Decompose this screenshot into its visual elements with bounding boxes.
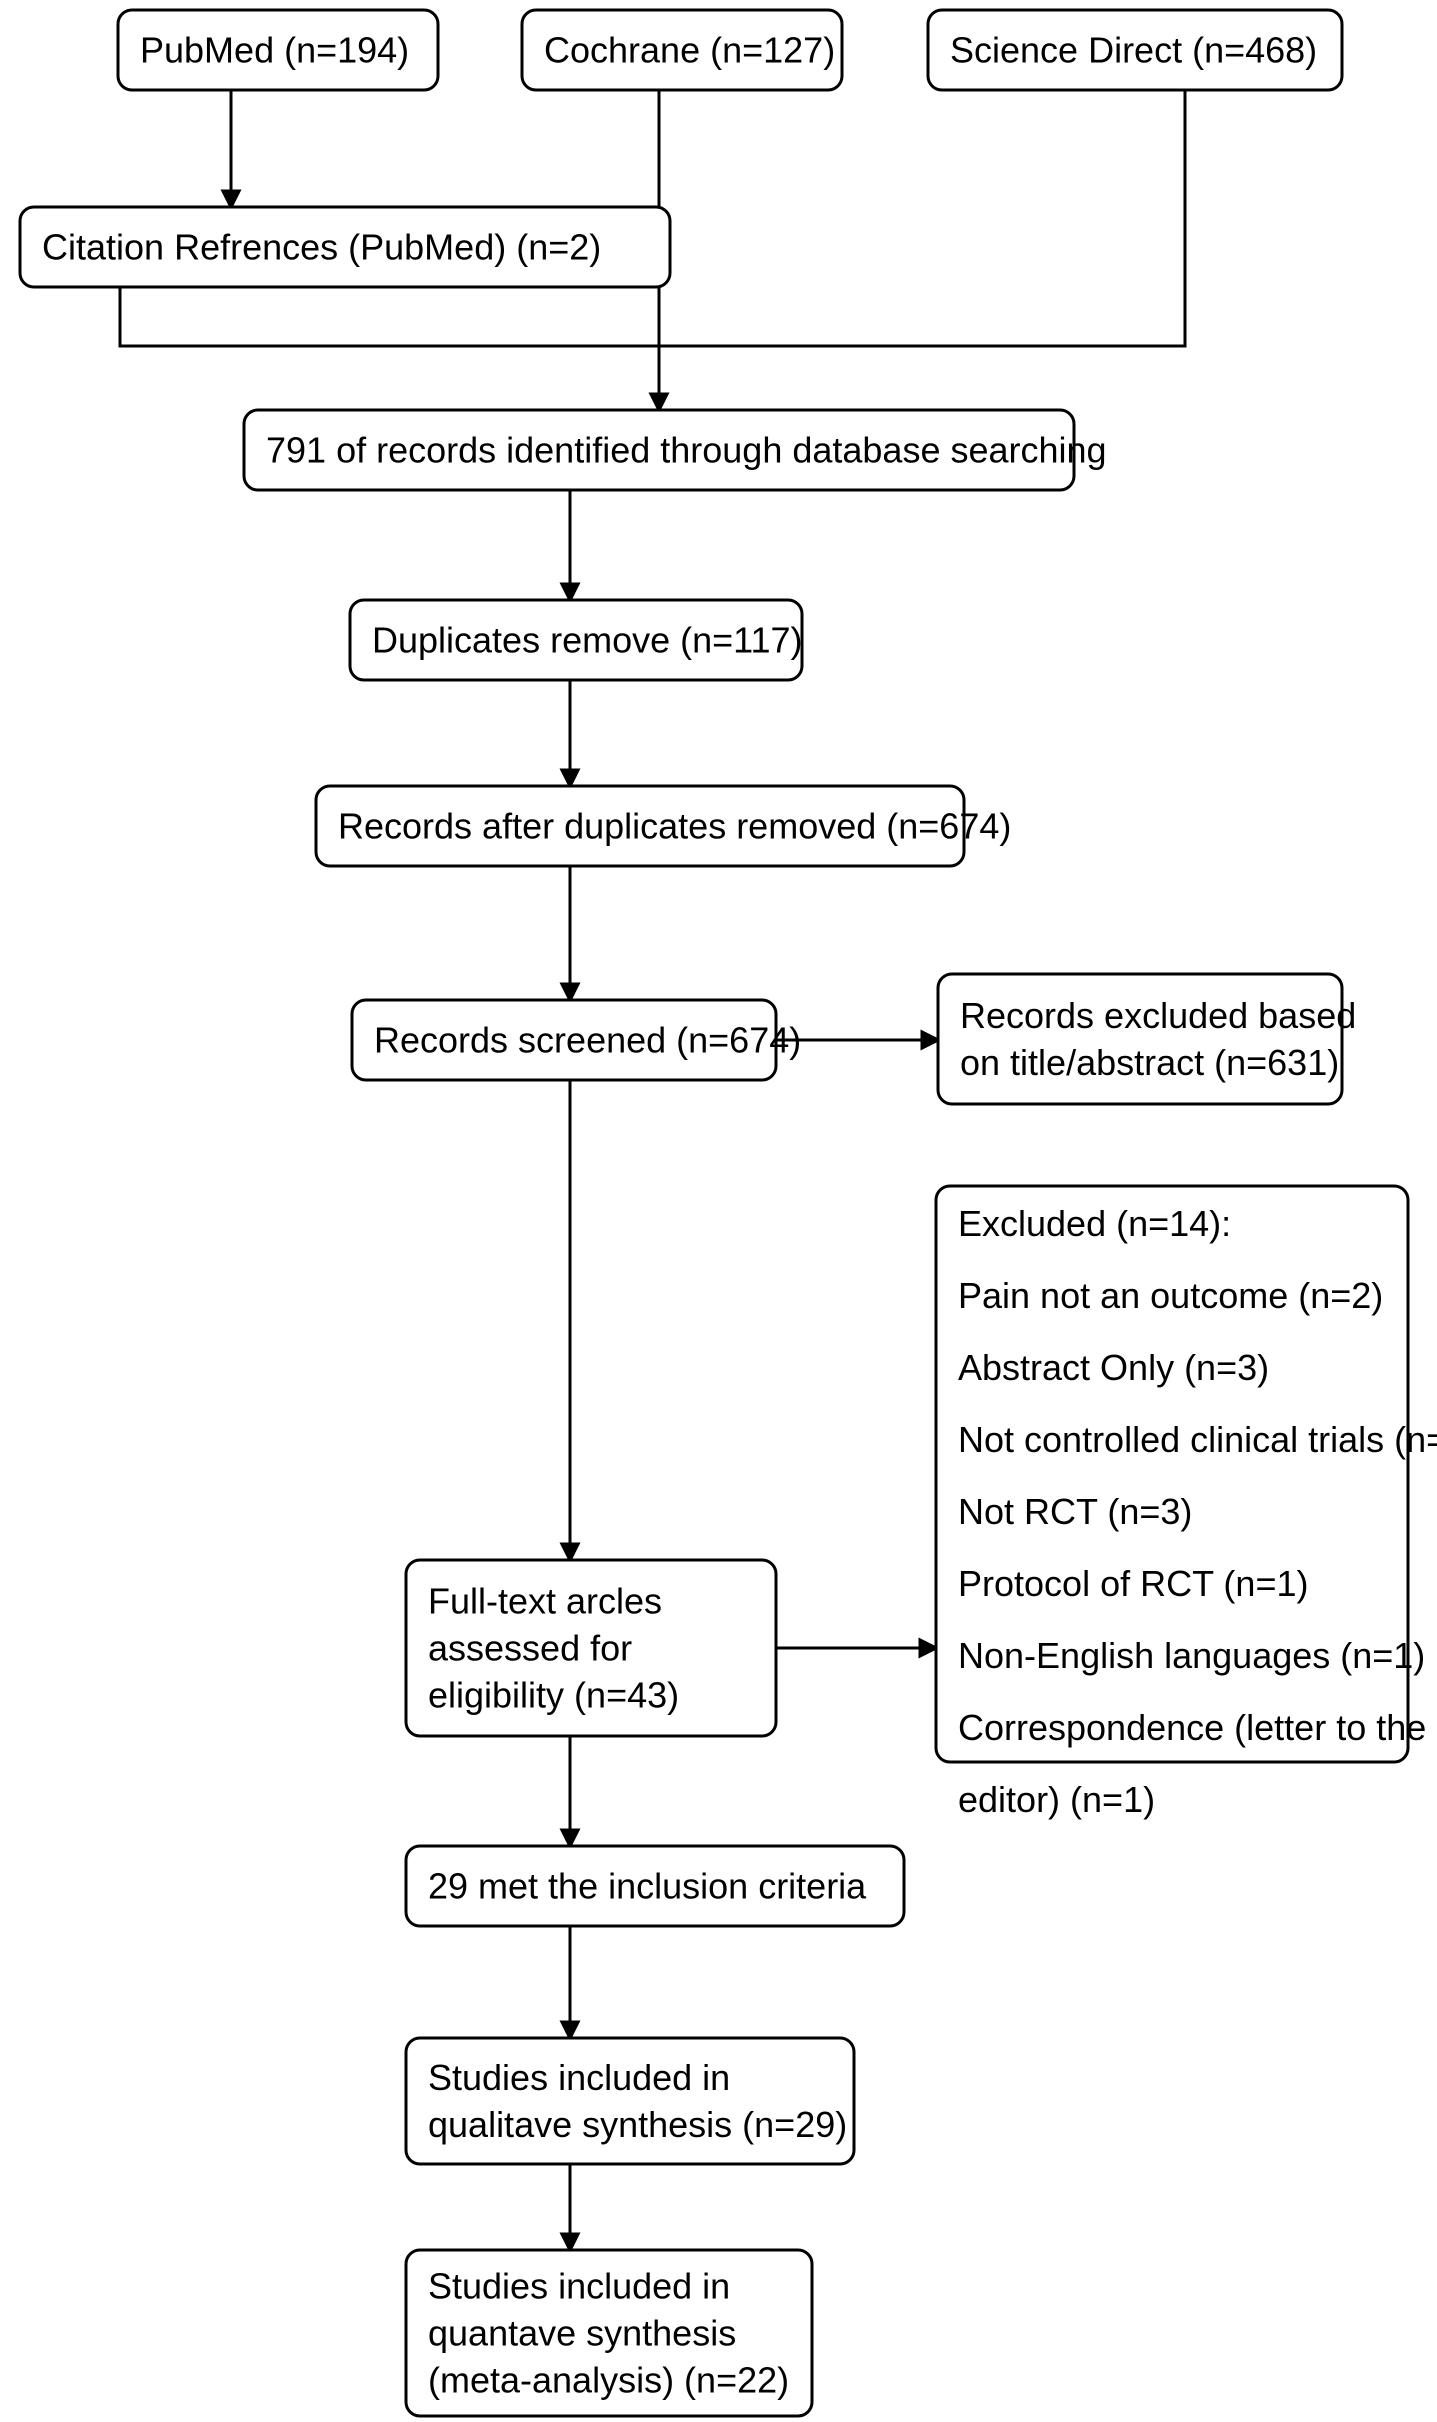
node-excluded_detail-line-5: Protocol of RCT (n=1) — [958, 1563, 1308, 1604]
node-qualitative-line-1: qualitave synthesis (n=29) — [428, 2104, 847, 2145]
node-fulltext: Full-text arcles assessed for eligibility … — [406, 1560, 776, 1736]
node-met: 29 met the inclusion criteria — [406, 1846, 904, 1926]
node-citation-line-0: Citation Refrences (PubMed) (n=2) — [42, 227, 601, 268]
node-met-line-0: 29 met the inclusion criteria — [428, 1866, 867, 1907]
node-identified: 791 of records identified through databa… — [244, 410, 1107, 490]
node-excluded_title-line-0: Records excluded based — [960, 995, 1356, 1036]
node-citation: Citation Refrences (PubMed) (n=2) — [20, 207, 670, 287]
node-fulltext-line-2: eligibility (n=43) — [428, 1675, 679, 1716]
node-cochrane: Cochrane (n=127) — [522, 10, 842, 90]
node-pubmed-line-0: PubMed (n=194) — [140, 30, 409, 71]
node-scidirect-line-0: Science Direct (n=468) — [950, 30, 1317, 71]
node-screened-line-0: Records screened (n=674) — [374, 1020, 801, 1061]
node-quantitative: Studies included in quantave synthesis (me… — [406, 2250, 812, 2416]
node-screened: Records screened (n=674) — [352, 1000, 801, 1080]
node-excluded_detail-line-7: Correspondence (letter to the — [958, 1707, 1426, 1748]
node-afterdup-line-0: Records after duplicates removed (n=674) — [338, 806, 1011, 847]
node-scidirect: Science Direct (n=468) — [928, 10, 1342, 90]
prisma-flowchart: PubMed (n=194) Cochrane (n=127) Science Di… — [0, 0, 1437, 2422]
node-quantitative-line-1: quantave synthesis — [428, 2313, 736, 2354]
node-fulltext-line-0: Full-text arcles — [428, 1581, 662, 1622]
node-excluded_detail-line-2: Abstract Only (n=3) — [958, 1347, 1269, 1388]
node-identified-line-0: 791 of records identified through databa… — [266, 430, 1107, 471]
node-excluded_detail-line-6: Non-English languages (n=1) — [958, 1635, 1425, 1676]
node-cochrane-line-0: Cochrane (n=127) — [544, 30, 835, 71]
node-excluded_detail-line-4: Not RCT (n=3) — [958, 1491, 1192, 1532]
node-afterdup: Records after duplicates removed (n=674) — [316, 786, 1011, 866]
node-quantitative-line-2: (meta-analysis) (n=22) — [428, 2360, 789, 2401]
edge-citation-to-identified — [120, 287, 659, 410]
node-qualitative: Studies included in qualitave synthesis (… — [406, 2038, 854, 2164]
node-excluded_detail-line-0: Excluded (n=14): — [958, 1203, 1231, 1244]
node-quantitative-line-0: Studies included in — [428, 2266, 730, 2307]
node-excluded_detail: Excluded (n=14): Pain not an outcome (n=2… — [936, 1186, 1437, 1820]
node-excluded_title: Records excluded based on title/abstract … — [938, 974, 1356, 1104]
node-fulltext-line-1: assessed for — [428, 1628, 632, 1669]
node-duplicates: Duplicates remove (n=117) — [350, 600, 803, 680]
node-pubmed: PubMed (n=194) — [118, 10, 438, 90]
node-qualitative-line-0: Studies included in — [428, 2057, 730, 2098]
node-excluded_detail-line-3: Not controlled clinical trials (n=3) — [958, 1419, 1437, 1460]
edge-scidirect-to-identified — [659, 90, 1185, 346]
node-duplicates-line-0: Duplicates remove (n=117) — [372, 620, 803, 661]
node-excluded_title-line-1: on title/abstract (n=631) — [960, 1042, 1339, 1083]
node-excluded_detail-line-1: Pain not an outcome (n=2) — [958, 1275, 1383, 1316]
node-excluded_detail-line-8: editor) (n=1) — [958, 1779, 1155, 1820]
